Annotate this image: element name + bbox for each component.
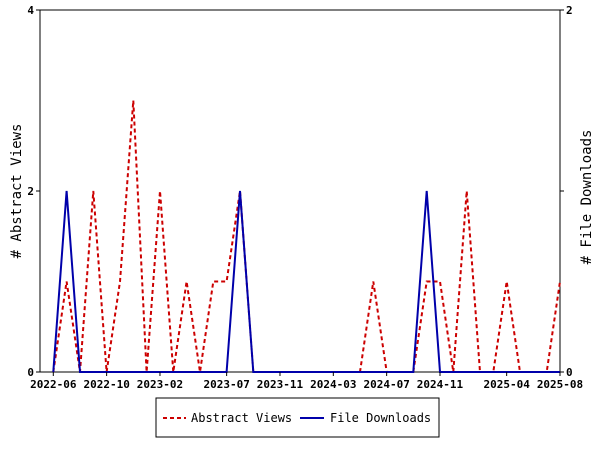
x-tick-label: 2024-03 — [310, 378, 356, 391]
x-tick-label: 2022-10 — [83, 378, 129, 391]
series-layer — [52, 100, 561, 373]
x-tick-label: 2023-02 — [137, 378, 183, 391]
x-tick-label: 2022-06 — [30, 378, 77, 391]
tick-layer: 2022-06 2022-10 2023-02 2023-07 2023-11 2024-… — [27, 4, 583, 391]
y-right-tick-label: 0 — [566, 366, 573, 379]
series-line-file-downloads — [52, 190, 560, 373]
y-left-tick-label: 4 — [27, 4, 34, 17]
y-left-tick-label: 0 — [27, 366, 34, 379]
y-axis-right-title: # File Downloads — [579, 130, 595, 265]
x-tick-label: 2023-11 — [257, 378, 304, 391]
y-axis-left-title: # Abstract Views — [9, 124, 25, 259]
x-tick-label: 2024-11 — [417, 378, 464, 391]
y-left-tick-label: 2 — [27, 185, 34, 198]
legend-label-file-downloads: File Downloads — [330, 411, 431, 425]
x-tick-label: 2025-08 — [537, 378, 583, 391]
x-tick-label: 2025-04 — [483, 378, 530, 391]
x-tick-label: 2023-07 — [203, 378, 249, 391]
x-tick-label: 2024-07 — [363, 378, 409, 391]
legend: Abstract Views File Downloads — [155, 397, 440, 438]
legend-box — [155, 397, 440, 438]
legend-label-abstract-views: Abstract Views — [191, 411, 292, 425]
y-right-tick-label: 2 — [566, 4, 573, 17]
